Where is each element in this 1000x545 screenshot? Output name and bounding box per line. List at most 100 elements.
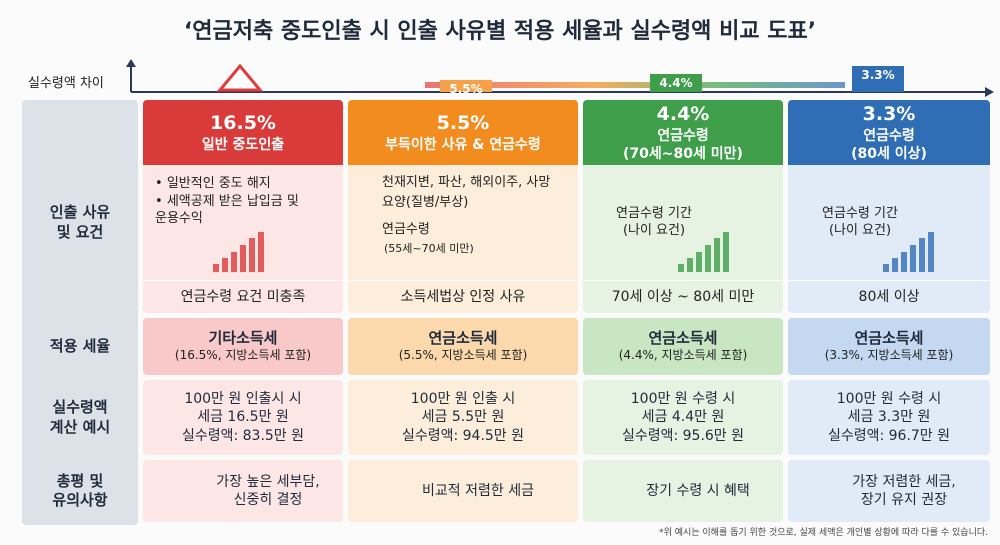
mini-bar <box>723 232 729 272</box>
axis-badge: 5.5% <box>440 80 492 96</box>
reasons-cell: 연금수령 기간 (나이 요건) <box>788 165 990 280</box>
rate: 4.4% <box>656 102 710 125</box>
mini-bar <box>910 245 916 272</box>
mini-chart <box>883 232 943 272</box>
reason: (나이 요건) <box>622 222 686 238</box>
mini-bar <box>696 252 702 272</box>
row-label: 실수령액 계산 예시 <box>22 380 138 455</box>
summary-line: 비교적 저렴한 세금 <box>422 482 534 499</box>
column-name: 부득이한 사유 & 연금수령 <box>385 136 541 153</box>
axis-label: 실수령액 차이 <box>28 76 104 91</box>
row-label-text: 유의사항 <box>52 491 108 509</box>
tax-cell: 연금소득세 (4.4%, 지방소득세 포함) <box>583 318 783 375</box>
mini-bar <box>928 232 934 272</box>
column-header: 16.5% 일반 중도인출 <box>143 100 343 165</box>
row-label-text: 계산 예시 <box>49 417 111 436</box>
example-line: 100만 원 인출시 시 <box>184 391 302 408</box>
summary-line: 가장 높은 세부담, <box>216 473 320 490</box>
row-label-text: 인출 사유 <box>49 203 111 221</box>
example-cell: 100만 원 인출 시 세금 5.5만 원 실수령액: 94.5만 원 <box>348 380 578 455</box>
example-line: 세금 5.5만 원 <box>421 409 505 426</box>
axis-badge: 4.4% <box>650 74 702 92</box>
mini-bar <box>892 258 898 272</box>
example-cell: 100만 원 수령 시 세금 3.3만 원 실수령액: 96.7만 원 <box>788 380 990 455</box>
reason: 세액공제 받은 납입금 및 운용수익 <box>155 193 305 228</box>
column-name: 일반 중도인출 <box>201 136 285 153</box>
condition: 80세 이상 <box>788 280 990 313</box>
reason: 요양(질병/부상) <box>382 194 469 210</box>
column-header: 5.5% 부득이한 사유 & 연금수령 <box>348 100 578 165</box>
summary-cell: 가장 높은 세부담, 신중히 결정 <box>143 460 343 522</box>
summary-line: 장기 유지 권장 <box>860 492 948 508</box>
example-cell: 100만 원 인출시 시 세금 16.5만 원 실수령액: 83.5만 원 <box>143 380 343 455</box>
column-header: 3.3% 연금수령 (80세 이상) <box>788 100 990 165</box>
reason: 일반적인 중도 해지 <box>155 175 305 193</box>
row-label-text: 실수령액 <box>52 398 108 416</box>
mini-bar <box>678 264 684 272</box>
condition: 소득세법상 인정 사유 <box>348 280 578 313</box>
mini-bar <box>919 238 925 272</box>
mini-bar <box>705 245 711 272</box>
condition: 연금수령 요건 미충족 <box>143 280 343 313</box>
tax-name: 연금소득세 <box>428 328 498 347</box>
example-line: 100만 원 수령 시 <box>630 391 736 408</box>
rate: 5.5% <box>436 112 490 135</box>
example-line: 세금 3.3만 원 <box>847 409 931 426</box>
reason: 천재지변, 파산, 해외이주, 사망 <box>382 175 551 190</box>
row-label: 총평 및 유의사항 <box>22 460 138 522</box>
example-line: 실수령액: 94.5만 원 <box>401 427 525 444</box>
tax-name: 연금소득세 <box>648 328 718 347</box>
mini-bar <box>231 252 237 272</box>
row-label-column <box>22 100 138 525</box>
reason: 연금수령 기간 <box>616 205 692 221</box>
column-name: 연금수령 <box>863 127 915 144</box>
row-label: 적용 세율 <box>22 318 138 375</box>
condition: 70세 이상 ~ 80세 미만 <box>583 280 783 313</box>
summary-line: 가장 저렴한 세금, <box>852 473 956 490</box>
mini-bar <box>213 264 219 272</box>
column-name: (80세 이상) <box>851 145 927 162</box>
column-name: 연금수령 <box>657 127 709 144</box>
axis-badge: 3.3% <box>852 66 904 92</box>
reason: (55세~70세 미만) <box>384 241 474 255</box>
reason: (나이 요건) <box>828 222 892 238</box>
axis-arrow <box>126 59 994 97</box>
tax-cell: 연금소득세 (3.3%, 지방소득세 포함) <box>788 318 990 375</box>
reasons-cell: 연금수령 기간 (나이 요건) <box>583 165 783 280</box>
summary-cell: 가장 저렴한 세금, 장기 유지 권장 <box>788 460 990 522</box>
mini-chart <box>213 232 273 272</box>
example-line: 세금 4.4만 원 <box>641 409 725 426</box>
mini-bar <box>687 258 693 272</box>
mini-bar <box>222 258 228 272</box>
example-cell: 100만 원 수령 시 세금 4.4만 원 실수령액: 95.6만 원 <box>583 380 783 455</box>
row-label: 인출 사유 및 요건 <box>22 165 138 280</box>
title: ‘연금저축 중도인출 시 인출 사유별 적용 세율과 실수령액 비교 도표’ <box>183 19 817 44</box>
mini-bar <box>258 232 264 272</box>
row-label-text: 및 요건 <box>56 222 104 241</box>
summary-cell: 비교적 저렴한 세금 <box>348 460 578 522</box>
rate: 16.5% <box>210 112 276 135</box>
tax-name: 기타소득세 <box>208 328 278 347</box>
example-line: 100만 원 수령 시 <box>836 391 942 408</box>
example-line: 실수령액: 83.5만 원 <box>181 427 305 444</box>
tax-note: (16.5%, 지방소득세 포함) <box>174 348 312 363</box>
rate: 3.3% <box>862 102 916 125</box>
tax-note: (3.3%, 지방소득세 포함) <box>824 348 954 363</box>
row-label-text: 적용 세율 <box>49 336 111 355</box>
tax-note: (4.4%, 지방소득세 포함) <box>618 348 748 363</box>
example-line: 실수령액: 95.6만 원 <box>621 427 745 444</box>
tax-cell: 기타소득세 (16.5%, 지방소득세 포함) <box>143 318 343 375</box>
reason: 연금수령 <box>382 221 430 237</box>
mini-bar <box>249 238 255 272</box>
row-label-text: 총평 및 <box>56 471 104 490</box>
example-line: 세금 16.5만 원 <box>197 409 289 426</box>
mini-bar <box>901 252 907 272</box>
tax-name: 연금소득세 <box>854 328 924 347</box>
tax-note: (5.5%, 지방소득세 포함) <box>398 348 528 363</box>
summary-line: 신중히 결정 <box>233 492 303 508</box>
reason: 연금수령 기간 <box>822 205 898 221</box>
column-name: (70세~80세 미만) <box>623 145 743 162</box>
tax-cell: 연금소득세 (5.5%, 지방소득세 포함) <box>348 318 578 375</box>
